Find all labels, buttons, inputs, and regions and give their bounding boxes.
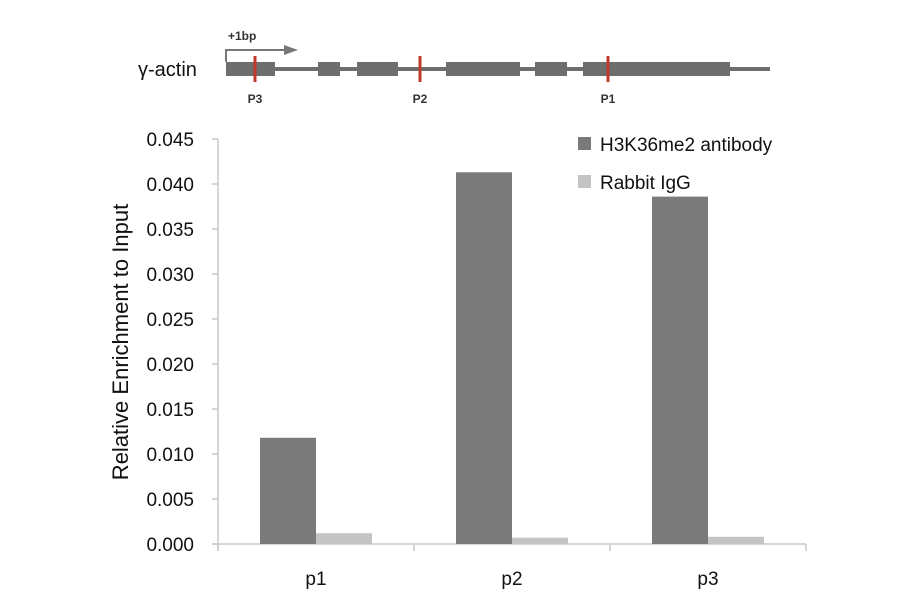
legend-label: H3K36me2 antibody [600,135,773,156]
exon-block [357,62,398,76]
y-tick-label: 0.030 [146,265,194,286]
y-tick-label: 0.045 [146,130,194,151]
x-category-label: p3 [697,569,718,590]
bar [708,536,764,544]
bar [260,437,316,544]
exon-block [583,62,730,76]
y-tick-label: 0.035 [146,220,194,241]
probe-label: P3 [248,92,263,106]
y-tick-label: 0.020 [146,355,194,376]
legend: H3K36me2 antibody Rabbit IgG [578,135,773,194]
y-tick-label: 0.040 [146,175,194,196]
y-axis-title: Relative Enrichment to Input [108,204,133,480]
legend-label: Rabbit IgG [600,173,691,194]
bars [260,172,764,545]
bar-chart: Relative Enrichment to Input 0.0000.0050… [108,130,807,590]
legend-swatch [578,175,591,188]
y-tick-label: 0.015 [146,400,194,421]
y-tick-label: 0.025 [146,310,194,331]
probe-label: P2 [413,92,428,106]
x-category-label: p2 [501,569,522,590]
x-axis: p1 p2 p3 [212,543,807,590]
probe-markers: P3 P2 P1 [248,56,616,106]
y-tick-label: 0.000 [146,535,194,556]
y-tick-label: 0.005 [146,490,194,511]
exon-block [226,62,275,76]
tss-label: +1bp [228,29,256,43]
y-tick-label: 0.010 [146,445,194,466]
probe-label: P1 [601,92,616,106]
bar [456,172,512,545]
x-category-label: p1 [305,569,326,590]
bar [512,537,568,544]
gene-name-label: γ-actin [138,59,197,81]
tss-arrow-icon [225,45,298,62]
exon-block [318,62,340,76]
exon-block [446,62,520,76]
bar [316,533,372,544]
exon-block [535,62,567,76]
bar [652,196,708,544]
y-axis: 0.000 0.005 0.010 0.015 0.020 0.025 0.030 0.035… [146,130,219,556]
gene-diagram: γ-actin +1bp P3 P2 P1 [138,29,770,106]
exons [226,62,730,76]
legend-swatch [578,137,591,150]
